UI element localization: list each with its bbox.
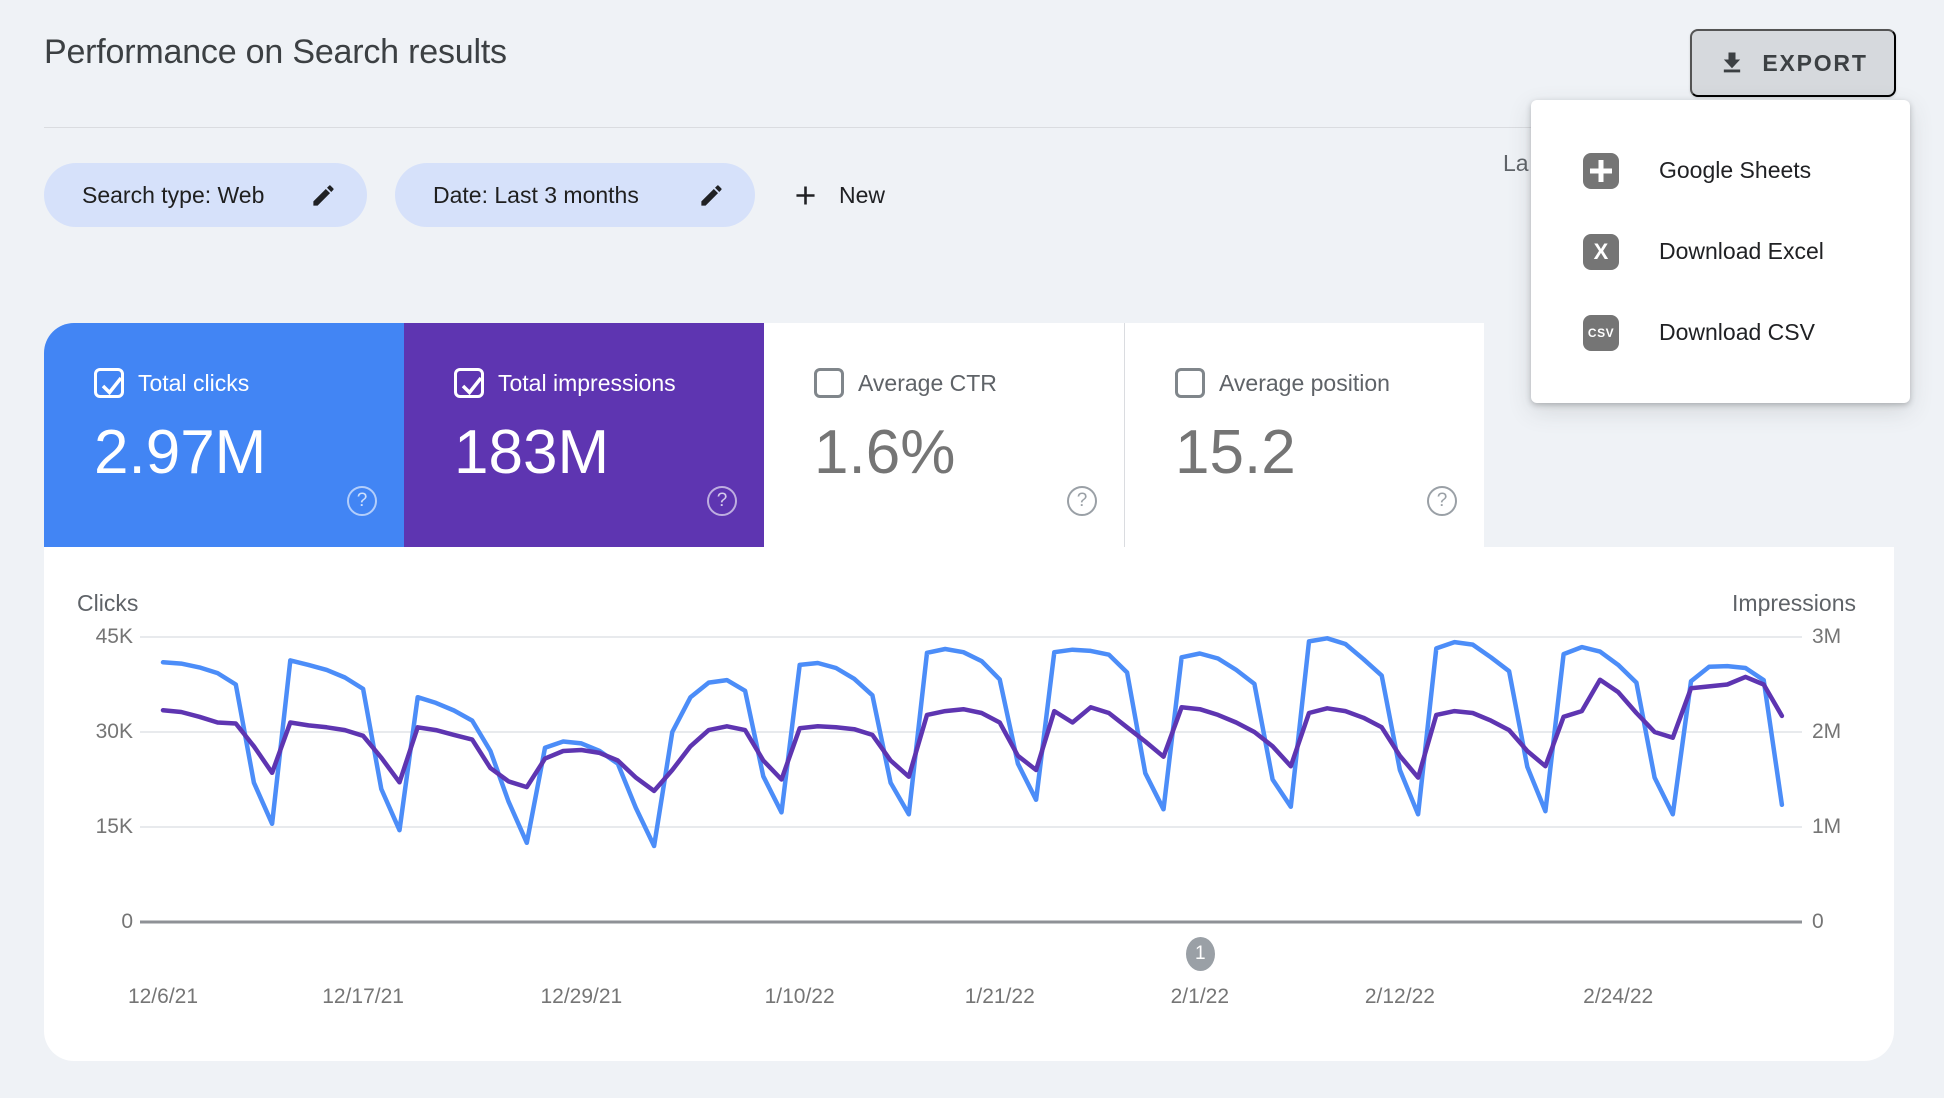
axis-tick-label: 0 xyxy=(121,910,133,933)
x-axis-label: 12/29/21 xyxy=(540,985,623,1008)
metric-card-total-impressions[interactable]: Total impressions 183M ? xyxy=(404,323,764,547)
metric-value: 15.2 xyxy=(1175,418,1296,487)
new-filter-button[interactable]: New xyxy=(790,163,885,227)
axis-tick-label: 2M xyxy=(1812,720,1842,743)
metric-value: 1.6% xyxy=(814,418,956,487)
metric-label: Average CTR xyxy=(858,369,997,396)
performance-chart: Clicks Impressions 45K 30K 15K 0 3M 2M 1M 0 12… xyxy=(44,547,1894,1061)
metric-value: 183M xyxy=(454,418,610,487)
axis-tick-label: 3M xyxy=(1812,625,1842,648)
axis-tick-label: 1M xyxy=(1812,815,1842,838)
header-divider xyxy=(44,127,1900,128)
metric-label: Total clicks xyxy=(138,369,250,396)
pagination-badge[interactable]: 1 xyxy=(1185,937,1215,971)
page-title: Performance on Search results xyxy=(44,33,507,71)
clicks-line xyxy=(160,636,1785,849)
menu-item-label: Google Sheets xyxy=(1659,157,1812,183)
new-filter-label: New xyxy=(839,181,886,208)
date-range-chip[interactable]: Date: Last 3 months xyxy=(395,163,755,227)
menu-item-label: Download Excel xyxy=(1659,238,1824,264)
x-axis-label: 2/12/22 xyxy=(1364,985,1435,1008)
clicks-axis-title: Clicks xyxy=(77,590,139,616)
x-axis-label: 12/17/21 xyxy=(322,985,404,1008)
excel-icon: X xyxy=(1583,233,1619,270)
x-axis-label: 2/1/22 xyxy=(1170,985,1230,1008)
export-button[interactable]: EXPORT xyxy=(1690,29,1896,97)
axis-tick-label: 15K xyxy=(95,815,133,838)
google-sheets-icon xyxy=(1583,152,1619,189)
menu-item-download-csv[interactable]: CSV Download CSV xyxy=(1531,292,1910,373)
last-updated-partial-text: La xyxy=(1503,150,1529,176)
menu-item-download-excel[interactable]: X Download Excel xyxy=(1531,211,1910,292)
download-icon xyxy=(1718,49,1746,77)
metric-cards-row: Total clicks 2.97M ? Total impressions 1… xyxy=(44,323,1484,547)
metric-label: Total impressions xyxy=(498,369,676,396)
plus-icon xyxy=(790,180,821,211)
metric-label: Average position xyxy=(1219,369,1390,396)
search-type-chip[interactable]: Search type: Web xyxy=(44,163,367,227)
x-axis-label: 12/6/21 xyxy=(127,985,199,1008)
csv-icon: CSV xyxy=(1583,314,1619,351)
metric-value: 2.97M xyxy=(94,418,267,487)
total-clicks-checkbox[interactable] xyxy=(94,368,124,398)
help-icon[interactable]: ? xyxy=(347,486,377,516)
metric-card-average-position[interactable]: Average position 15.2 ? xyxy=(1124,323,1484,547)
total-impressions-checkbox[interactable] xyxy=(454,368,484,398)
edit-pencil-icon xyxy=(310,182,337,209)
metric-card-total-clicks[interactable]: Total clicks 2.97M ? xyxy=(44,323,404,547)
x-axis-label: 2/24/22 xyxy=(1583,985,1654,1008)
menu-item-label: Download CSV xyxy=(1659,319,1815,345)
help-icon[interactable]: ? xyxy=(1067,486,1097,516)
help-icon[interactable]: ? xyxy=(1427,486,1457,516)
metric-card-average-ctr[interactable]: Average CTR 1.6% ? xyxy=(764,323,1124,547)
axis-tick-label: 0 xyxy=(1812,910,1824,933)
menu-item-google-sheets[interactable]: Google Sheets xyxy=(1531,130,1910,211)
average-position-checkbox[interactable] xyxy=(1175,368,1205,398)
help-icon[interactable]: ? xyxy=(707,486,737,516)
chart-canvas xyxy=(140,636,1802,924)
impressions-line xyxy=(160,674,1785,794)
axis-tick-label: 30K xyxy=(95,720,133,743)
export-dropdown-menu: Google Sheets X Download Excel CSV Downl… xyxy=(1531,100,1910,403)
date-range-chip-label: Date: Last 3 months xyxy=(433,181,639,208)
x-axis-label: 1/21/22 xyxy=(964,985,1035,1008)
edit-pencil-icon xyxy=(698,182,725,209)
average-ctr-checkbox[interactable] xyxy=(814,368,844,398)
search-type-chip-label: Search type: Web xyxy=(82,181,265,208)
x-axis-label: 1/10/22 xyxy=(764,985,835,1008)
impressions-axis-title: Impressions xyxy=(1732,590,1856,616)
export-button-label: EXPORT xyxy=(1762,49,1868,76)
axis-tick-label: 45K xyxy=(95,625,133,648)
